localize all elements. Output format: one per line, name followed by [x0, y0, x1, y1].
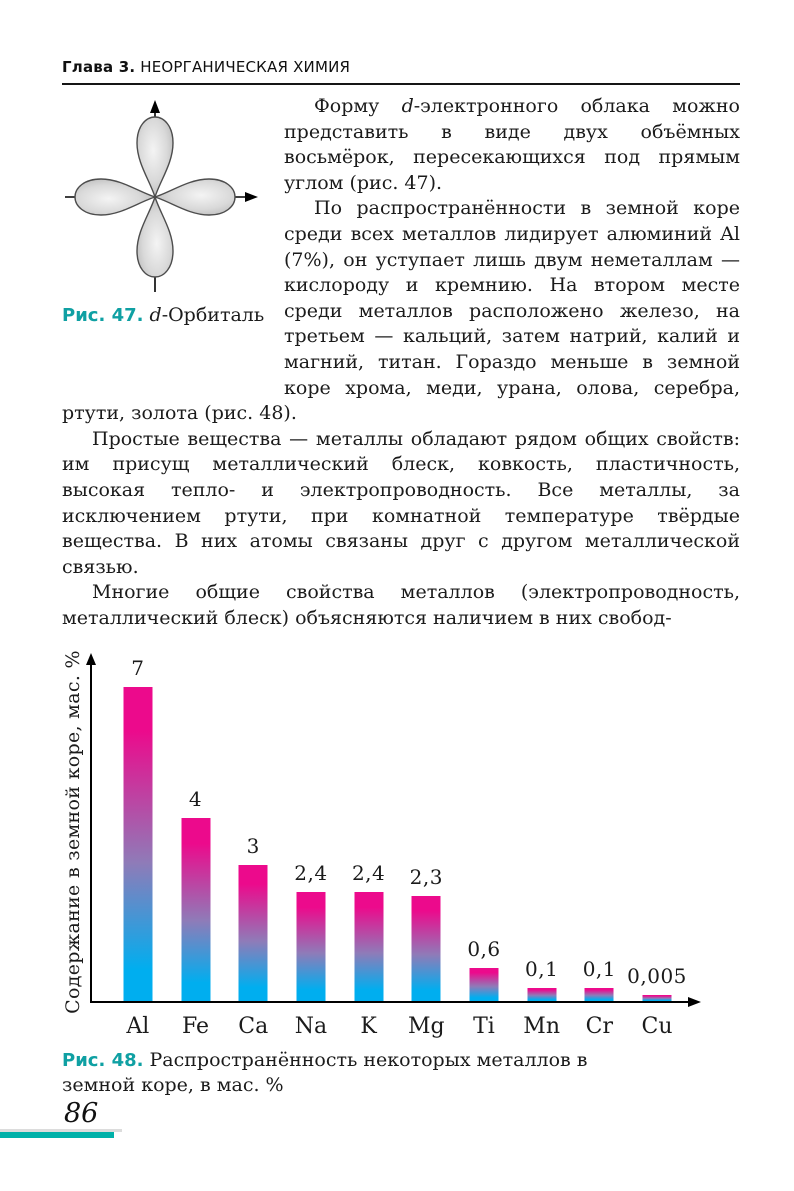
abundance-chart: Содержание в земной коре, мас. % 7 Al 4 Fe 3… [62, 650, 740, 1039]
bar-label-Mg: Mg [407, 1014, 445, 1039]
chart-bar-group-Na: 2,4 Na [282, 664, 340, 1039]
bar-value-Al: 7 [131, 656, 145, 680]
bar-value-Na: 2,4 [294, 861, 328, 885]
bar-value-K: 2,4 [351, 861, 386, 885]
bar-K [354, 892, 384, 1001]
right-arrow-icon [245, 192, 258, 202]
bar-Na [296, 892, 326, 1001]
figure-47: Рис. 47. d-Орбиталь [62, 96, 270, 329]
page-number: 86 [64, 1098, 99, 1129]
bar-Cr [584, 988, 614, 1001]
chapter-header: Глава 3. НЕОРГАНИЧЕСКАЯ ХИМИЯ [62, 58, 740, 85]
footer-accent-bar [0, 1132, 114, 1138]
up-arrow-icon [150, 100, 160, 113]
paragraph-1: Форму d-электронного облака можно предст… [284, 95, 740, 194]
body-text: Рис. 47. d-Орбиталь Форму d-электронного… [62, 94, 740, 631]
bar-value-Ti: 0,6 [467, 937, 501, 961]
chart-bar-group-K: 2,4 K [340, 664, 398, 1039]
figure-47-label: Рис. 47. [62, 305, 144, 326]
bar-value-Mg: 2,3 [409, 865, 443, 889]
figure-48-text: Распространённость некоторых металлов в … [62, 1049, 588, 1096]
d-orbital-diagram [62, 96, 260, 296]
bar-label-Fe: Fe [181, 1014, 210, 1039]
chart-bar-group-Ca: 3 Ca [224, 664, 282, 1039]
chapter-label: Глава 3. [62, 58, 136, 76]
y-axis-label: Содержание в земной коре, мас. % [62, 650, 84, 1014]
bar-label-Cu: Cu [641, 1014, 673, 1039]
bar-label-Mn: Mn [523, 1014, 560, 1039]
bar-label-Cr: Cr [585, 1014, 614, 1039]
bar-Cu [642, 995, 672, 1001]
chart-bar-group-Cr: 0,1 Cr [571, 664, 629, 1039]
figure-47-text: d-Орбиталь [149, 304, 265, 326]
figure-48-label: Рис. 48. [62, 1050, 144, 1071]
bar-Ti [469, 968, 499, 1001]
bar-value-Fe: 4 [188, 787, 203, 811]
paragraph-3: Простые вещества — металлы обладают рядо… [62, 427, 740, 578]
d-orbital-svg [65, 100, 258, 292]
bar-Fe [181, 818, 211, 1001]
bar-Mg [411, 896, 441, 1001]
bar-label-K: K [360, 1014, 377, 1039]
bar-Mn [527, 988, 557, 1001]
bar-value-Mn: 0,1 [525, 957, 559, 981]
x-axis-arrow-icon [688, 997, 701, 1007]
paragraph-2: По распространённости в земной коре сред… [62, 197, 740, 425]
chart-bar-group-Al: 7 Al [109, 656, 167, 1039]
bar-Al [123, 687, 153, 1001]
chapter-title: НЕОРГАНИЧЕСКАЯ ХИМИЯ [140, 58, 351, 76]
figure-47-caption: Рис. 47. d-Орбиталь [62, 303, 270, 329]
bar-label-Al: Al [126, 1014, 150, 1039]
bar-value-Cu: 0,005 [627, 964, 687, 988]
chart-bar-group-Fe: 4 Fe [167, 664, 225, 1039]
y-axis-arrow-icon [86, 653, 96, 665]
chart-bar-group-Mn: 0,1 Mn [513, 664, 571, 1039]
figure-48-caption: Рис. 48. Распространённость некоторых ме… [62, 1048, 650, 1098]
bar-Ca [238, 865, 268, 1001]
bar-value-Ca: 3 [246, 834, 260, 858]
bar-value-Cr: 0,1 [582, 957, 616, 981]
italic-d: d [401, 95, 414, 117]
chart-bar-group-Ti: 0,6 Ti [455, 664, 513, 1039]
footer-shadow-bar [0, 1129, 122, 1132]
bar-label-Ti: Ti [473, 1014, 495, 1039]
bar-label-Ca: Ca [238, 1014, 269, 1039]
bar-label-Na: Na [294, 1014, 328, 1039]
paragraph-4: Многие общие свойства металлов (электроп… [62, 581, 740, 629]
chart-plot-area: 7 Al 4 Fe 3 Ca 2,4 Na 2,4 K 2,3 Mg 0,6 Ti 0,1 Mn 0,1 Cr 0,… [86, 653, 701, 1039]
chart-bar-group-Mg: 2,3 Mg [397, 664, 455, 1039]
orbital-lobes [74, 116, 236, 278]
chart-bar-group-Cu: 0,005 Cu [627, 664, 687, 1039]
chart-bars: 7 Al 4 Fe 3 Ca 2,4 Na 2,4 K 2,3 Mg 0,6 Ti 0,1 Mn 0,1 Cr 0,… [92, 656, 688, 1039]
